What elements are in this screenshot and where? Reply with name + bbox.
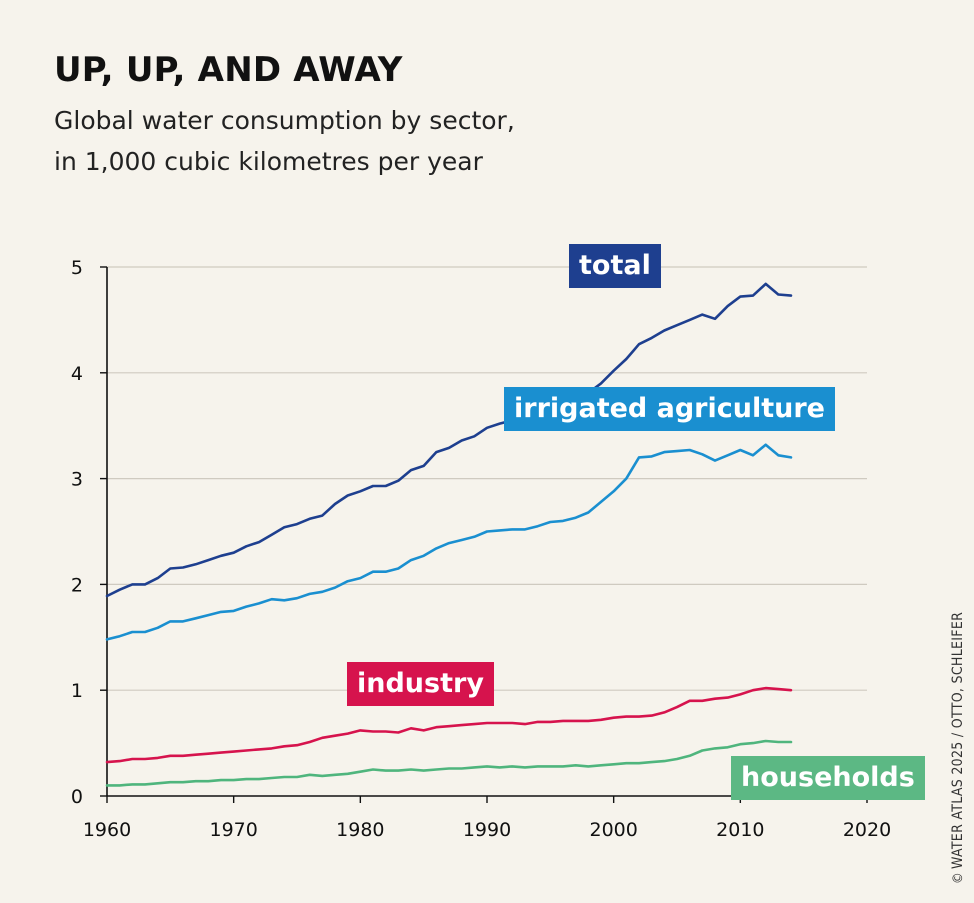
series-lines — [105, 282, 793, 787]
y-tick-label: 5 — [71, 257, 83, 279]
y-tick-label: 4 — [71, 363, 83, 385]
copyright-credit: © WATER ATLAS 2025 / OTTO, SCHLEIFER — [950, 612, 966, 884]
series-label-industry: industry — [347, 662, 494, 706]
y-tick-label: 3 — [71, 469, 83, 491]
subtitle-line-1: Global water consumption by sector, — [54, 106, 515, 135]
copyright-symbol: © — [951, 872, 966, 884]
x-tick-label: 2020 — [843, 819, 891, 841]
series-label-irrigated-agriculture: irrigated agriculture — [504, 387, 835, 431]
y-tick-label: 0 — [71, 786, 83, 808]
x-tick-label: 1960 — [83, 819, 131, 841]
series-line-total — [105, 282, 793, 598]
credit-text: WATER ATLAS 2025 / OTTO, SCHLEIFER — [950, 611, 966, 869]
series-label-households: households — [731, 756, 925, 800]
chart-subtitle: Global water consumption by sector, in 1… — [54, 100, 515, 182]
series-line-households — [105, 739, 793, 787]
x-tick-label: 1990 — [463, 819, 511, 841]
x-tick-label: 1970 — [209, 819, 257, 841]
x-tick-label: 1980 — [336, 819, 384, 841]
y-tick-label: 1 — [71, 680, 83, 702]
chart-title: UP, UP, AND AWAY — [54, 50, 403, 90]
subtitle-line-2: in 1,000 cubic kilometres per year — [54, 147, 483, 176]
gridlines — [107, 266, 867, 691]
series-label-total: total — [569, 244, 661, 288]
series-line-industry — [105, 686, 793, 764]
x-tick-label: 2010 — [716, 819, 764, 841]
y-tick-label: 2 — [71, 574, 83, 596]
x-tick-label: 2000 — [589, 819, 637, 841]
series-line-irrigated-agriculture — [105, 443, 793, 641]
axes: 0 1 2 3 4 5 1960 1970 1980 1990 2000 2010 2020 — [71, 257, 922, 841]
